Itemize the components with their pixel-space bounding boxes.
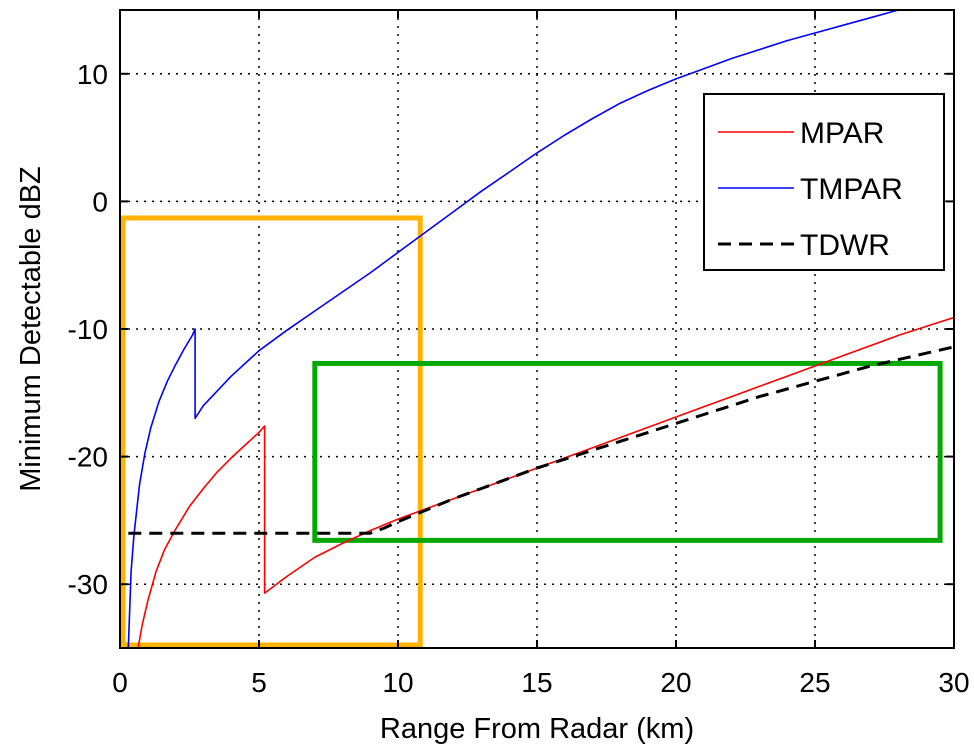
x-tick-label: 10 [382,667,413,698]
y-tick-label: 0 [92,186,108,217]
legend-label-tmpar: TMPAR [800,173,903,206]
highlight-boxes [120,215,943,648]
y-tick-label: 10 [77,59,108,90]
x-tick-label: 20 [660,667,691,698]
legend-box [703,93,945,271]
y-tick-label: -10 [68,314,108,345]
ticks [119,10,955,648]
legend-label-mpar: MPAR [800,117,884,150]
x-axis-label: Range From Radar (km) [380,713,694,745]
tick-labels: 0 5 10 15 20 25 30 -30 -20 -10 0 10 [68,59,970,698]
x-tick-label: 15 [521,667,552,698]
series-tdwr-line [128,345,954,535]
x-tick-label: 30 [938,667,969,698]
legend: MPAR TMPAR TDWR [703,93,945,271]
grid [120,10,954,648]
series-lines [127,10,954,648]
x-tick-label: 0 [112,667,128,698]
highlight-box-1 [120,215,423,648]
highlight-box-2 [312,360,943,543]
legend-label-tdwr: TDWR [800,229,890,262]
x-tick-label: 25 [799,667,830,698]
y-tick-label: -20 [68,442,108,473]
series-tmpar-line [127,10,902,648]
y-axis-label: Minimum Detectable dBZ [15,166,47,492]
x-tick-label: 5 [251,667,267,698]
y-tick-label: -30 [68,569,108,600]
